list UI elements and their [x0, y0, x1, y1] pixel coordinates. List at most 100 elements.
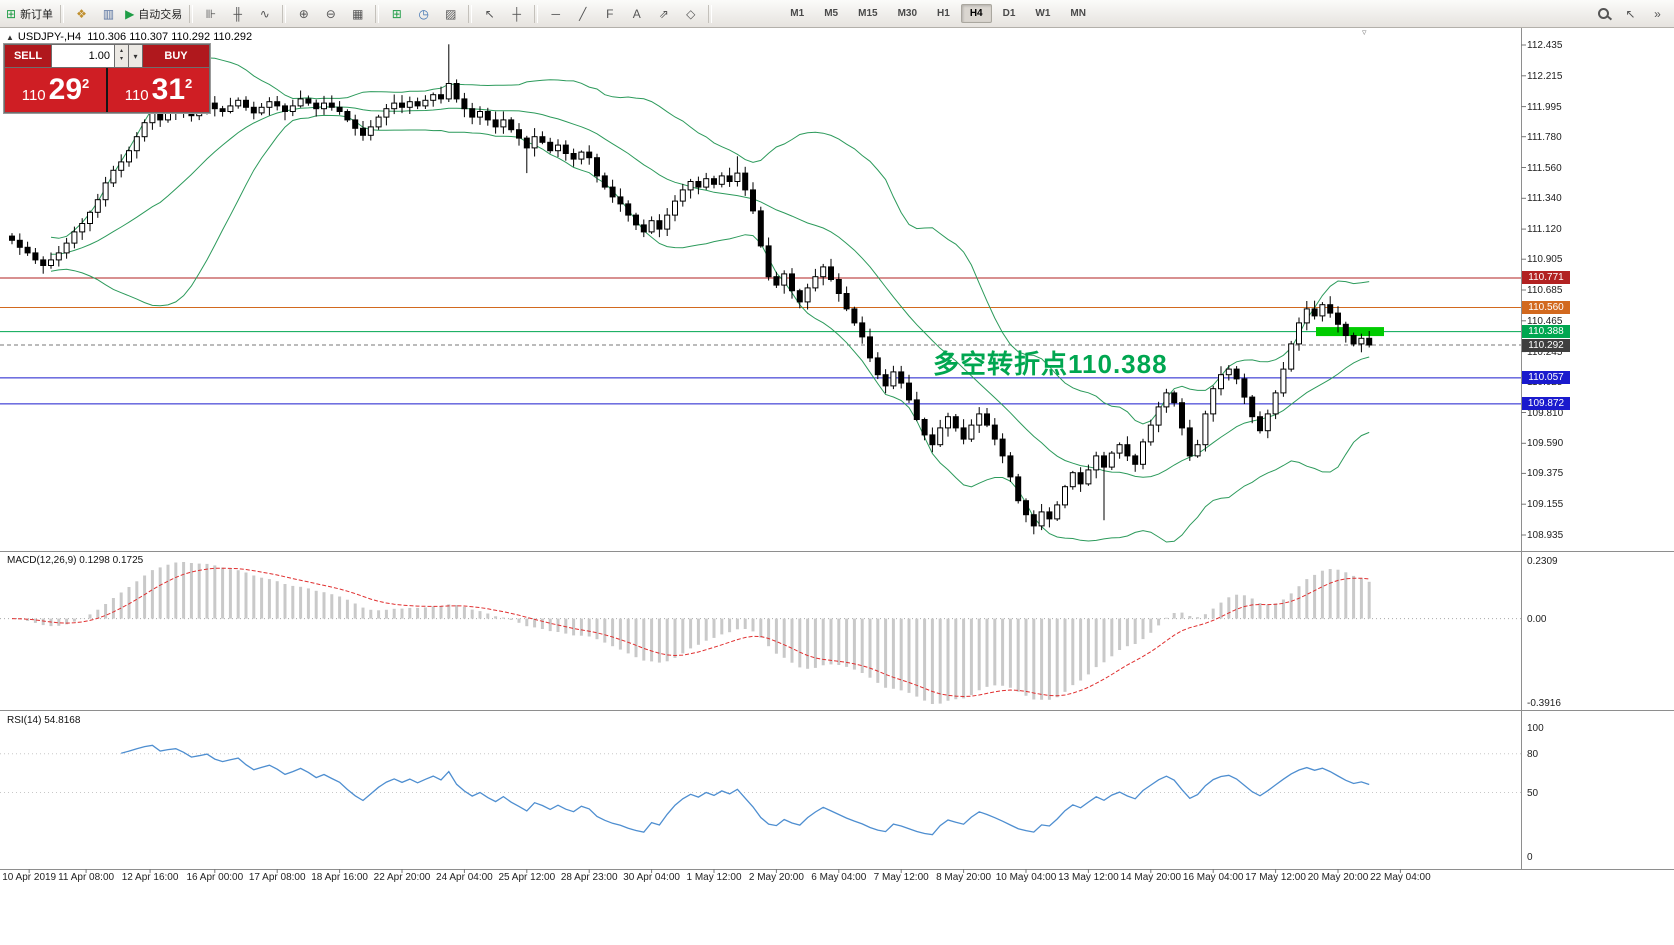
- time-axis-label: 14 May 20:00: [1120, 872, 1182, 883]
- price-axis-label: 108.935: [1527, 530, 1564, 541]
- toolbar-separator: [534, 4, 539, 23]
- macd-indicator-label: MACD(12,26,9) 0.1298 0.1725: [7, 555, 144, 566]
- timeframe-M1[interactable]: M1: [790, 8, 805, 19]
- volume-dropdown[interactable]: ▾: [129, 45, 142, 67]
- time-axis-label: 6 May 04:00: [811, 872, 867, 883]
- cursor-icon[interactable]: ↖: [477, 3, 502, 24]
- time-axis-label: 24 Apr 04:00: [436, 872, 493, 883]
- zoom-out-icon[interactable]: ⊖: [318, 3, 343, 24]
- crosshair-icon[interactable]: ┼: [504, 3, 529, 24]
- price-axis-label: 111.995: [1527, 101, 1562, 113]
- price-axis-label: 110.685: [1527, 285, 1563, 296]
- price-axis-label: 112.215: [1527, 70, 1563, 82]
- price-axis-label: 111.780: [1527, 131, 1562, 143]
- time-axis-label: 25 Apr 12:00: [498, 872, 556, 883]
- volume-spinner[interactable]: ▴ ▾: [115, 45, 128, 67]
- main-toolbar: ⊞ 新订单 ❖ ▥ ▶ 自动交易 ⊪ ╫ ∿ ⊕ ⊖ ▦ ⊞ ◷ ▨ ↖ ┼ ─ ╱ F A ⇗ ◇ M1 M5 M15 M30 H…: [0, 0, 1674, 28]
- arrows-icon[interactable]: ⇗: [651, 3, 676, 24]
- price-level-badge: 110.057: [1522, 371, 1570, 385]
- timeframe-toolbar: M1 M5 M15 M30 H1 H4 D1 W1 MN: [780, 4, 1096, 23]
- timeframe-H4[interactable]: H4: [960, 4, 992, 23]
- overflow-icon[interactable]: »: [1645, 3, 1670, 24]
- trendline-icon: ╱: [579, 6, 587, 21]
- cursor-icon: ↖: [484, 6, 495, 21]
- price-axis-label: 109.155: [1527, 499, 1564, 511]
- spinner-up-icon[interactable]: ▴: [119, 48, 123, 55]
- line-chart-icon[interactable]: ∿: [252, 3, 277, 24]
- new-chart-icon: ⊞: [391, 6, 402, 21]
- time-axis-label: 28 Apr 23:00: [560, 872, 618, 883]
- new-chart-icon[interactable]: ⊞: [384, 3, 409, 24]
- time-axis-label: 8 May 20:00: [936, 872, 992, 883]
- profiles-icon[interactable]: ❖: [69, 3, 94, 24]
- zoom-in-icon[interactable]: ⊕: [291, 3, 316, 24]
- text-icon[interactable]: A: [624, 3, 649, 24]
- ask-price-big: 31: [151, 73, 186, 106]
- autotrade-button-label: 自动交易: [138, 8, 183, 21]
- autotrade-icon: ▶: [125, 6, 135, 21]
- autotrade-button[interactable]: ▶ 自动交易: [123, 3, 184, 24]
- macd-scale-label: -0.3916: [1527, 698, 1561, 709]
- grid-icon[interactable]: ▦: [345, 3, 370, 24]
- bid-price-big: 29: [48, 73, 83, 106]
- ask-price-panel[interactable]: 110 31 2: [108, 68, 209, 112]
- timeframe-M15[interactable]: M15: [858, 8, 878, 19]
- timeframe-W1[interactable]: W1: [1035, 8, 1051, 19]
- macd-scale-label: 0.00: [1527, 613, 1547, 625]
- price-level-badge: 110.388: [1522, 325, 1570, 339]
- one-click-collapse-button[interactable]: ▲: [6, 32, 14, 42]
- timeframe-M30[interactable]: M30: [897, 8, 918, 19]
- time-axis-label: 2 May 20:00: [748, 872, 804, 883]
- candlestick-icon: ╫: [233, 6, 243, 21]
- time-axis-label: 18 Apr 16:00: [311, 872, 368, 883]
- fibonacci-icon[interactable]: F: [597, 3, 622, 24]
- time-axis-label: 1 May 12:00: [686, 872, 742, 883]
- time-axis-label: 16 May 04:00: [1182, 872, 1244, 883]
- time-axis-label: 12 Apr 16:00: [121, 872, 179, 883]
- hline-icon[interactable]: ─: [543, 3, 568, 24]
- bar-chart-icon[interactable]: ⊪: [198, 3, 223, 24]
- price-axis-label: 110.245: [1527, 346, 1563, 358]
- chart-title: ▲ USDJPY-,H4 110.306 110.307 110.292 110…: [6, 31, 252, 43]
- rsi-scale-label: 0: [1527, 852, 1533, 863]
- spinner-down-icon[interactable]: ▾: [119, 56, 123, 62]
- zoom-in-icon: ⊕: [298, 6, 309, 21]
- toolbar-separator: [468, 4, 473, 23]
- time-axis-label: 13 May 12:00: [1058, 872, 1119, 883]
- pointer-plus-icon[interactable]: ↖: [1618, 3, 1643, 24]
- time-axis-label: 17 May 12:00: [1245, 872, 1306, 883]
- rsi-scale-label: 80: [1527, 748, 1539, 760]
- rsi-indicator-label: RSI(14) 54.8168: [7, 715, 81, 726]
- timeframe-H1[interactable]: H1: [937, 8, 950, 19]
- volume-input[interactable]: [52, 49, 114, 63]
- time-axis-label: 16 Apr 00:00: [186, 872, 244, 883]
- timeframe-M5[interactable]: M5: [824, 8, 839, 19]
- macd-scale-label: 0.2309: [1527, 556, 1558, 567]
- template-icon[interactable]: ▨: [438, 3, 463, 24]
- template-icon: ▨: [445, 6, 457, 21]
- shapes-icon[interactable]: ◇: [678, 3, 703, 24]
- rsi-scale-label: 50: [1527, 787, 1539, 799]
- buy-button[interactable]: BUY: [143, 45, 209, 67]
- toolbar-separator: [282, 4, 287, 23]
- search-icon[interactable]: [1591, 3, 1616, 24]
- hline-icon: ─: [551, 6, 561, 21]
- new-order-button[interactable]: ⊞ 新订单: [4, 3, 55, 24]
- sell-button[interactable]: SELL: [5, 45, 51, 67]
- bid-price-panel[interactable]: 110 29 2: [5, 68, 106, 112]
- crosshair-icon: ┼: [512, 6, 522, 21]
- price-axis-label: 110.025: [1527, 377, 1563, 389]
- trendline-icon[interactable]: ╱: [570, 3, 595, 24]
- timeframe-D1[interactable]: D1: [1002, 8, 1016, 19]
- timeframe-MN[interactable]: MN: [1070, 8, 1086, 19]
- chart-annotation: 多空转折点110.388: [933, 349, 1168, 379]
- market-watch-icon[interactable]: ▥: [96, 3, 121, 24]
- time-axis-label: 22 Apr 20:00: [373, 872, 431, 883]
- price-level-badge: 110.292: [1522, 338, 1570, 352]
- clock-icon[interactable]: ◷: [411, 3, 436, 24]
- search-icon: [1598, 8, 1609, 19]
- candlestick-icon[interactable]: ╫: [225, 3, 250, 24]
